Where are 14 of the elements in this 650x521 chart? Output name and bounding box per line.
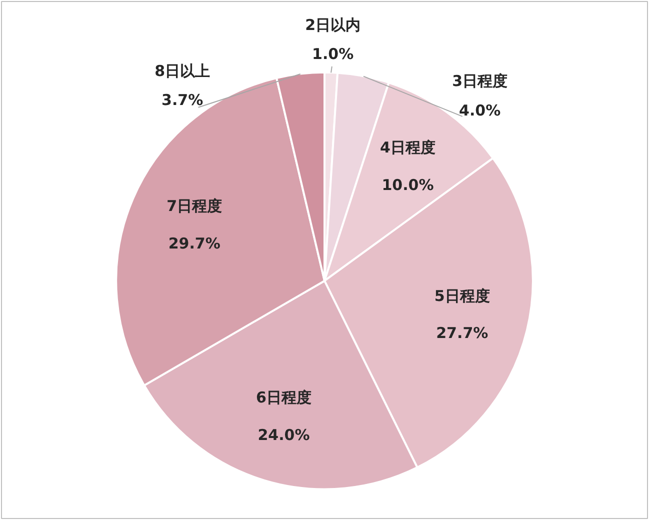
- slice-label: 4日程度: [380, 138, 436, 156]
- slice-label: 6日程度: [256, 388, 312, 407]
- data-label: 1.0%: [312, 45, 354, 63]
- data-label: 27.7%: [436, 324, 488, 342]
- slice-label: 3日程度: [452, 72, 508, 90]
- data-label: 10.0%: [382, 176, 434, 194]
- slice-label: 7日程度: [166, 197, 222, 216]
- data-label: 24.0%: [258, 426, 310, 444]
- slice-label: 5日程度: [434, 286, 490, 305]
- data-label: 4.0%: [459, 101, 501, 120]
- slice-label: 8日以上: [154, 62, 210, 80]
- data-label: 29.7%: [168, 234, 220, 253]
- data-label: 3.7%: [162, 91, 204, 110]
- slice-label: 2日以内: [305, 16, 361, 34]
